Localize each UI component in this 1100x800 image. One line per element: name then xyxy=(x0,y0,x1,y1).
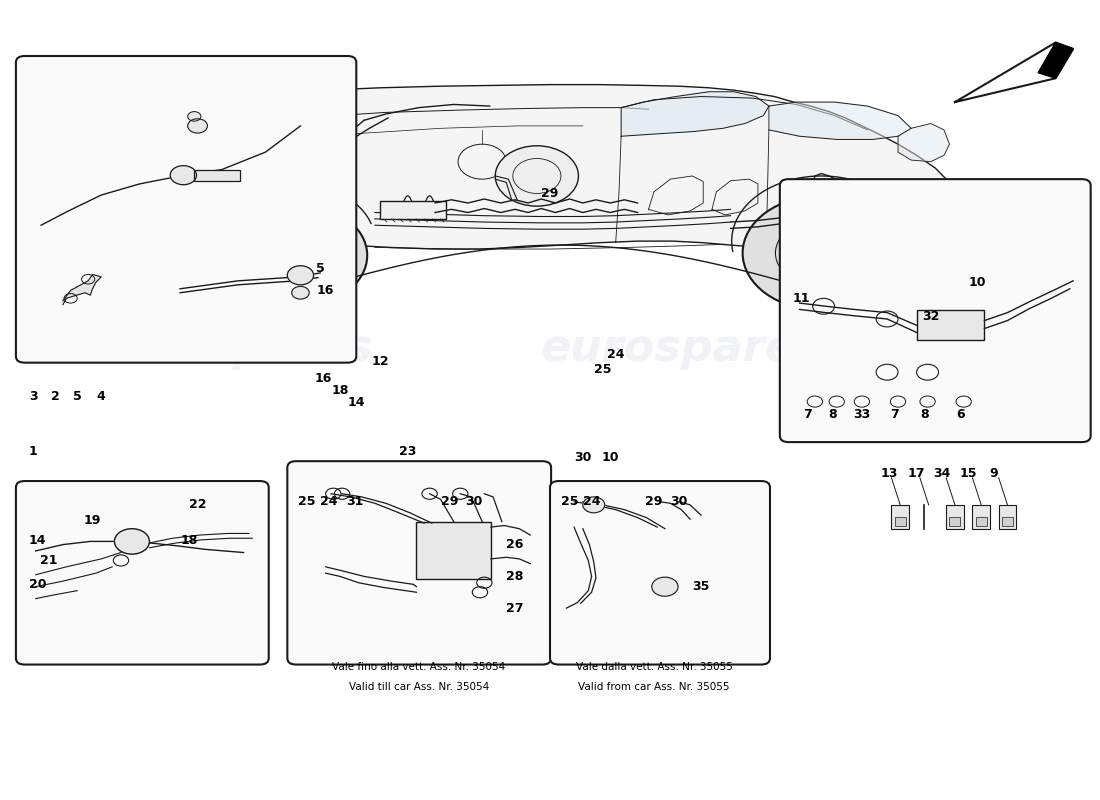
Text: 15: 15 xyxy=(959,466,977,479)
Text: 11: 11 xyxy=(793,292,811,305)
Text: eurospares: eurospares xyxy=(540,327,822,370)
Polygon shape xyxy=(165,85,953,249)
Text: 1: 1 xyxy=(29,445,37,458)
Text: 2: 2 xyxy=(51,390,59,402)
Text: 8: 8 xyxy=(920,408,928,421)
Circle shape xyxy=(292,286,309,299)
Text: 22: 22 xyxy=(189,498,207,511)
Circle shape xyxy=(583,497,605,513)
FancyBboxPatch shape xyxy=(550,481,770,665)
Bar xyxy=(1002,517,1013,526)
Text: 25: 25 xyxy=(298,495,316,508)
Text: 5: 5 xyxy=(73,390,81,402)
Text: 21: 21 xyxy=(40,554,57,567)
Text: 25: 25 xyxy=(594,363,612,376)
Polygon shape xyxy=(621,92,769,136)
Circle shape xyxy=(114,529,150,554)
Circle shape xyxy=(742,196,900,310)
Circle shape xyxy=(224,204,367,307)
Text: 30: 30 xyxy=(671,495,688,508)
Text: 7: 7 xyxy=(890,408,899,421)
Text: 26: 26 xyxy=(506,538,524,551)
Text: 8: 8 xyxy=(828,408,837,421)
FancyBboxPatch shape xyxy=(15,481,268,665)
Text: 5: 5 xyxy=(316,262,324,275)
Text: 17: 17 xyxy=(908,466,925,479)
Text: autospares: autospares xyxy=(92,327,373,370)
Text: 14: 14 xyxy=(348,396,365,409)
Circle shape xyxy=(652,577,678,596)
Bar xyxy=(195,170,240,181)
Bar xyxy=(894,517,905,526)
FancyBboxPatch shape xyxy=(780,179,1091,442)
Text: 28: 28 xyxy=(506,570,524,583)
Bar xyxy=(891,505,909,529)
Polygon shape xyxy=(63,274,101,305)
FancyBboxPatch shape xyxy=(15,56,356,362)
Text: 3: 3 xyxy=(29,390,37,402)
Text: 29: 29 xyxy=(646,495,662,508)
Text: Vale fino alla vett. Ass. Nr. 35054: Vale fino alla vett. Ass. Nr. 35054 xyxy=(332,662,505,672)
Polygon shape xyxy=(955,42,1074,102)
Bar xyxy=(916,310,984,341)
Text: 33: 33 xyxy=(854,408,870,421)
Text: Valid till car Ass. Nr. 35054: Valid till car Ass. Nr. 35054 xyxy=(349,682,488,692)
Text: Vale dalla vett. Ass. Nr. 35055: Vale dalla vett. Ass. Nr. 35055 xyxy=(575,662,733,672)
Text: 14: 14 xyxy=(29,534,46,547)
Text: Valid from car Ass. Nr. 35055: Valid from car Ass. Nr. 35055 xyxy=(579,682,729,692)
Bar xyxy=(381,202,446,219)
Text: 12: 12 xyxy=(372,355,389,368)
Text: 18: 18 xyxy=(331,384,349,397)
FancyBboxPatch shape xyxy=(287,461,551,665)
Text: 9: 9 xyxy=(989,466,998,479)
Circle shape xyxy=(170,166,197,185)
Text: 19: 19 xyxy=(84,514,101,527)
Text: 16: 16 xyxy=(317,284,334,297)
Text: 30: 30 xyxy=(574,450,592,464)
Text: 31: 31 xyxy=(346,495,364,508)
Text: 25: 25 xyxy=(561,495,579,508)
Circle shape xyxy=(188,112,201,121)
Bar xyxy=(976,517,987,526)
Circle shape xyxy=(287,266,314,285)
Text: 16: 16 xyxy=(315,372,332,385)
Text: 7: 7 xyxy=(803,408,812,421)
Text: 35: 35 xyxy=(692,580,710,593)
Text: 32: 32 xyxy=(922,310,939,323)
Text: 24: 24 xyxy=(320,495,338,508)
Text: 34: 34 xyxy=(933,466,950,479)
Text: 29: 29 xyxy=(441,495,458,508)
Text: 10: 10 xyxy=(602,450,619,464)
Text: 18: 18 xyxy=(180,534,198,547)
Circle shape xyxy=(188,118,208,133)
Text: 24: 24 xyxy=(583,495,601,508)
Text: 27: 27 xyxy=(506,602,524,614)
Bar xyxy=(972,505,990,529)
Polygon shape xyxy=(769,102,911,139)
Polygon shape xyxy=(898,123,949,162)
Text: 24: 24 xyxy=(607,348,625,362)
Text: 10: 10 xyxy=(968,276,986,289)
Circle shape xyxy=(804,190,822,203)
Text: 4: 4 xyxy=(97,390,106,402)
Text: 13: 13 xyxy=(881,466,898,479)
Text: 29: 29 xyxy=(541,187,559,200)
Bar xyxy=(946,505,964,529)
Circle shape xyxy=(495,146,579,206)
Bar xyxy=(999,505,1016,529)
Text: 20: 20 xyxy=(29,578,46,591)
Text: 23: 23 xyxy=(399,445,417,458)
Bar xyxy=(417,522,491,578)
Polygon shape xyxy=(1038,42,1074,78)
Text: 6: 6 xyxy=(956,408,965,421)
Bar xyxy=(949,517,960,526)
Text: 30: 30 xyxy=(464,495,482,508)
